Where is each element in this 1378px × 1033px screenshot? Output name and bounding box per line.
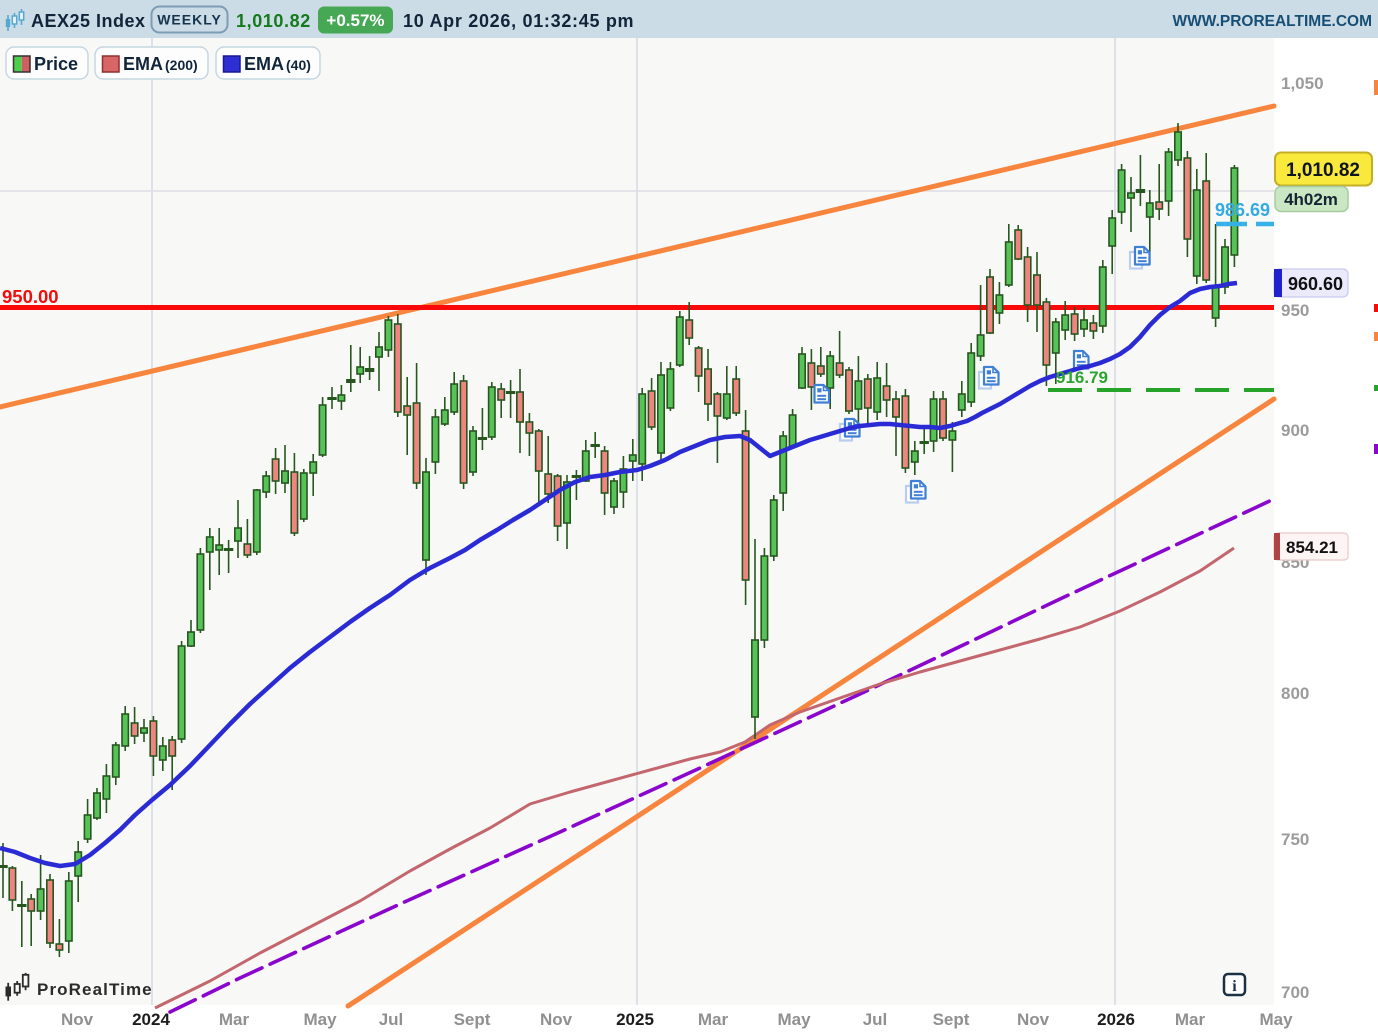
- svg-text:1,010.82: 1,010.82: [236, 11, 311, 31]
- svg-text:986.69: 986.69: [1215, 200, 1270, 220]
- svg-text:May: May: [1259, 1010, 1293, 1029]
- svg-text:Nov: Nov: [61, 1010, 94, 1029]
- svg-text:EMA: EMA: [244, 54, 284, 74]
- svg-text:EMA: EMA: [123, 54, 163, 74]
- svg-text:Sept: Sept: [933, 1010, 970, 1029]
- svg-text:Mar: Mar: [698, 1010, 729, 1029]
- svg-text:May: May: [303, 1010, 337, 1029]
- svg-text:Jul: Jul: [379, 1010, 404, 1029]
- svg-text:i: i: [1232, 978, 1237, 995]
- svg-text:Mar: Mar: [1175, 1010, 1206, 1029]
- svg-text:WEEKLY: WEEKLY: [157, 12, 222, 28]
- svg-text:Sept: Sept: [454, 1010, 491, 1029]
- svg-text:AEX25 Index: AEX25 Index: [31, 11, 146, 31]
- svg-text:800: 800: [1281, 684, 1309, 703]
- svg-text:2024: 2024: [132, 1010, 170, 1029]
- svg-text:960.60: 960.60: [1288, 274, 1343, 294]
- svg-text:Jul: Jul: [863, 1010, 888, 1029]
- svg-text:750: 750: [1281, 830, 1309, 849]
- svg-text:WWW.PROREALTIME.COM: WWW.PROREALTIME.COM: [1173, 13, 1372, 30]
- svg-text:1,050: 1,050: [1281, 74, 1324, 93]
- svg-text:950.00: 950.00: [2, 286, 59, 307]
- svg-text:Price: Price: [34, 54, 78, 74]
- svg-text:700: 700: [1281, 983, 1309, 1002]
- svg-text:(40): (40): [286, 57, 311, 73]
- svg-text:916.79: 916.79: [1056, 368, 1108, 387]
- svg-text:1,010.82: 1,010.82: [1286, 160, 1360, 181]
- svg-text:900: 900: [1281, 421, 1309, 440]
- svg-text:Nov: Nov: [1017, 1010, 1050, 1029]
- svg-text:Nov: Nov: [540, 1010, 573, 1029]
- svg-text:2025: 2025: [616, 1010, 654, 1029]
- svg-text:950: 950: [1281, 301, 1309, 320]
- svg-text:2026: 2026: [1097, 1010, 1135, 1029]
- svg-text:(200): (200): [165, 57, 198, 73]
- svg-text:ProRealTime: ProRealTime: [37, 980, 153, 999]
- svg-text:854.21: 854.21: [1286, 538, 1338, 557]
- svg-text:10 Apr 2026, 01:32:45 pm: 10 Apr 2026, 01:32:45 pm: [403, 11, 634, 31]
- svg-text:Mar: Mar: [219, 1010, 250, 1029]
- svg-text:4h02m: 4h02m: [1284, 190, 1338, 209]
- svg-text:+0.57%: +0.57%: [326, 11, 384, 30]
- svg-text:May: May: [777, 1010, 811, 1029]
